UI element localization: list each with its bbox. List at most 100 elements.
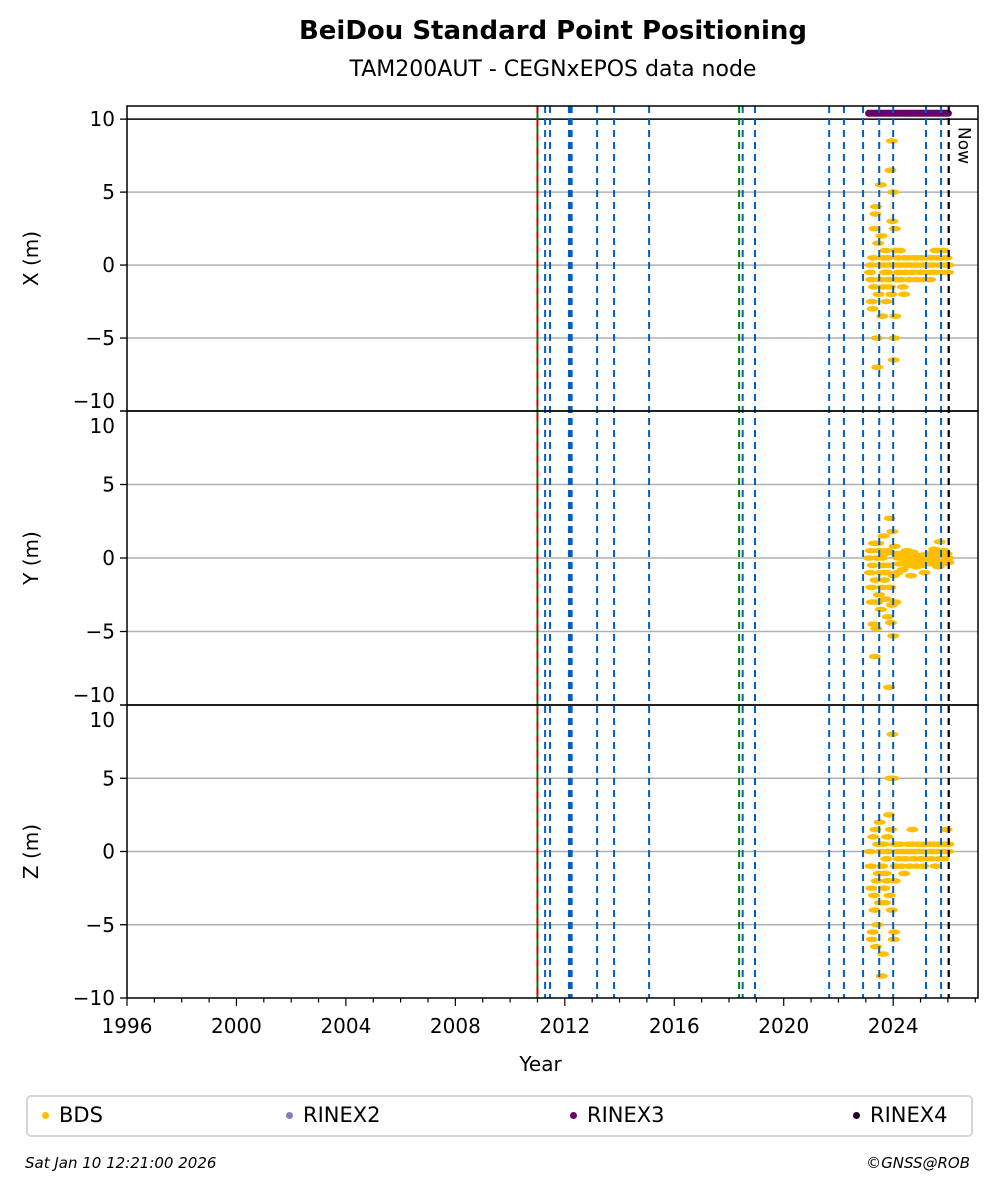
bds-point bbox=[867, 254, 880, 261]
legend-label: RINEX3 bbox=[587, 1103, 665, 1127]
bds-point bbox=[875, 973, 888, 979]
bds-point bbox=[872, 240, 885, 246]
y-tick-label: −5 bbox=[86, 913, 115, 937]
x-tick-label: 2008 bbox=[430, 1014, 481, 1038]
bds-point bbox=[868, 225, 881, 232]
y-tick-label: 5 bbox=[102, 766, 115, 790]
bds-point bbox=[882, 562, 895, 569]
bds-point bbox=[870, 335, 883, 341]
bds-point bbox=[878, 577, 891, 583]
bds-point bbox=[904, 572, 917, 579]
bds-point bbox=[881, 547, 894, 554]
bds-point bbox=[866, 306, 879, 312]
bds-point bbox=[871, 599, 884, 605]
bds-point bbox=[866, 929, 879, 935]
bds-point bbox=[883, 684, 896, 691]
bds-point bbox=[933, 539, 946, 545]
axes-frame bbox=[126, 105, 979, 412]
y-tick-label: 10 bbox=[90, 414, 115, 438]
y-tick-label: 0 bbox=[102, 546, 115, 570]
axes-frame bbox=[126, 704, 979, 999]
bds-point bbox=[915, 562, 928, 569]
bds-point bbox=[885, 907, 898, 913]
bds-point bbox=[889, 313, 902, 319]
bds-point bbox=[880, 298, 893, 305]
y-tick-label: −10 bbox=[73, 683, 115, 707]
bds-point bbox=[868, 653, 881, 660]
footer-credit: ©GNSS@ROB bbox=[866, 1154, 970, 1172]
bds-point bbox=[881, 269, 894, 276]
bds-point bbox=[937, 856, 950, 862]
legend-label: RINEX4 bbox=[870, 1103, 948, 1127]
bds-point bbox=[941, 269, 954, 276]
x-tick-label: 2016 bbox=[649, 1014, 700, 1038]
bds-point bbox=[918, 569, 931, 576]
bds-point bbox=[883, 892, 896, 899]
bds-point bbox=[885, 291, 898, 298]
bds-point bbox=[874, 182, 887, 188]
bds-point bbox=[865, 298, 878, 305]
bds-point bbox=[868, 284, 881, 290]
bds-point bbox=[925, 856, 938, 862]
bds-point bbox=[871, 921, 884, 928]
bds-point bbox=[876, 313, 889, 319]
bds-point bbox=[879, 596, 892, 602]
bds-point bbox=[888, 543, 901, 550]
bds-point bbox=[881, 254, 894, 261]
bds-point bbox=[877, 841, 890, 847]
bds-point bbox=[888, 225, 901, 232]
chart-subtitle: TAM200AUT - CEGNxEPOS data node bbox=[349, 57, 757, 82]
bds-point bbox=[878, 899, 891, 906]
bds-point bbox=[883, 812, 896, 818]
bds-point bbox=[898, 291, 911, 298]
bds-point bbox=[871, 364, 884, 371]
bds-point bbox=[899, 856, 912, 862]
bds-point bbox=[877, 533, 890, 539]
chart-title: BeiDou Standard Point Positioning bbox=[298, 16, 808, 46]
bds-trace bbox=[869, 734, 949, 977]
bds-point bbox=[884, 619, 897, 626]
x-tick-label: 1996 bbox=[102, 1014, 153, 1038]
bds-point bbox=[868, 907, 881, 913]
rinex3-marker-icon bbox=[570, 1111, 577, 1119]
bds-point bbox=[889, 599, 902, 605]
bds-point bbox=[863, 269, 876, 276]
bds-point bbox=[881, 834, 894, 840]
bds-point bbox=[864, 262, 877, 268]
bds-point bbox=[866, 562, 879, 569]
bds-point bbox=[865, 885, 878, 891]
panel-z: 10 5 0 −5 −10 Z (m) bbox=[19, 704, 978, 1010]
y-axis-label: X (m) bbox=[19, 231, 43, 286]
bds-point bbox=[941, 555, 954, 561]
bds-marker-icon bbox=[42, 1111, 49, 1119]
bds-point bbox=[867, 834, 880, 840]
legend-item-rinex4: RINEX4 bbox=[853, 1103, 948, 1127]
bds-point bbox=[906, 269, 919, 276]
bds-point bbox=[928, 269, 941, 276]
bds-point bbox=[863, 848, 876, 855]
legend-item-rinex3: RINEX3 bbox=[570, 1103, 665, 1127]
y-tick-label: −10 bbox=[73, 986, 115, 1010]
y-tick-label: 10 bbox=[90, 708, 115, 732]
bds-point bbox=[884, 584, 897, 591]
bds-point bbox=[879, 870, 892, 877]
legend: BDS RINEX2 RINEX3 RINEX4 bbox=[26, 1095, 973, 1137]
x-tick-label: 2024 bbox=[868, 1014, 919, 1038]
bds-point bbox=[886, 218, 899, 225]
bds-point bbox=[881, 614, 894, 620]
bds-point bbox=[885, 138, 898, 144]
bds-point bbox=[896, 284, 909, 290]
panel-x: 10 5 0 −5 −10 X (m) bbox=[19, 107, 978, 413]
y-tick-label: 5 bbox=[102, 180, 115, 204]
legend-item-rinex2: RINEX2 bbox=[286, 1103, 381, 1127]
bds-point bbox=[875, 233, 888, 239]
bds-point bbox=[888, 335, 901, 341]
bds-point bbox=[865, 584, 878, 591]
bds-point bbox=[872, 291, 885, 298]
bds-point bbox=[884, 826, 897, 833]
legend-item-bds: BDS bbox=[42, 1103, 103, 1127]
bds-point bbox=[873, 819, 886, 825]
bds-point bbox=[929, 863, 942, 869]
y-axis-label: Z (m) bbox=[19, 824, 43, 879]
bds-point bbox=[879, 247, 892, 254]
